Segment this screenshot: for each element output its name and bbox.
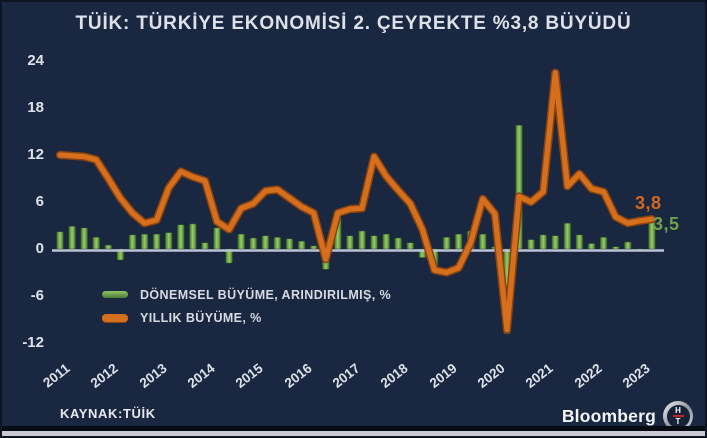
logo-red-bar [672,414,684,418]
y-tick-label: 24 [27,52,44,69]
bloomberg-wordmark: Bloomberg [561,405,656,426]
bar-end-value-label: 3,5 [653,214,680,234]
y-tick-label: 18 [27,99,44,116]
chart-title: TÜİK: TÜRKİYE EKONOMİSİ 2. ÇEYREKTE %3,8… [75,13,632,34]
source-note: KAYNAK:TÜİK [60,406,156,421]
legend-item-quarterly: DÖNEMSEL BÜYÜME, ARINDIRILMIŞ, % [102,283,391,306]
legend-label-quarterly: DÖNEMSEL BÜYÜME, ARINDIRILMIŞ, % [140,287,392,302]
legend-label-annual: YILLIK BÜYÜME, % [140,310,262,325]
y-tick-label: -12 [22,334,44,351]
logo-letter-t: T [675,417,681,427]
y-tick-label: 12 [27,146,44,163]
bottom-gray-strip [2,431,705,436]
logo-letter-h: H [675,405,681,415]
y-tick-label: -6 [30,287,44,304]
line-end-value-label: 3,8 [635,193,662,213]
legend-item-annual: YILLIK BÜYÜME, % [102,306,391,329]
bar-series-swatch-icon [102,291,128,298]
legend: DÖNEMSEL BÜYÜME, ARINDIRILMIŞ, % YILLIK … [102,283,391,329]
y-tick-label: 0 [35,240,44,257]
line-series-swatch-icon [102,313,128,322]
y-tick-label: 6 [35,193,44,210]
bottom-black-strip [2,426,705,431]
